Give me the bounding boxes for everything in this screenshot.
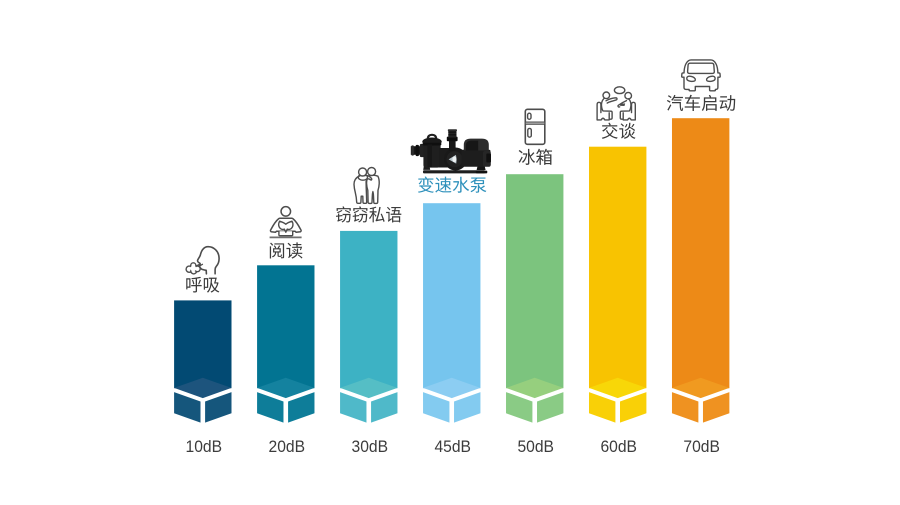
svg-text:45dB: 45dB [434, 437, 471, 456]
svg-text:60dB: 60dB [600, 437, 637, 456]
svg-text:70dB: 70dB [683, 437, 720, 456]
svg-text:20dB: 20dB [269, 437, 306, 456]
svg-text:30dB: 30dB [352, 437, 389, 456]
svg-text:50dB: 50dB [517, 437, 554, 456]
svg-text:10dB: 10dB [186, 437, 223, 456]
